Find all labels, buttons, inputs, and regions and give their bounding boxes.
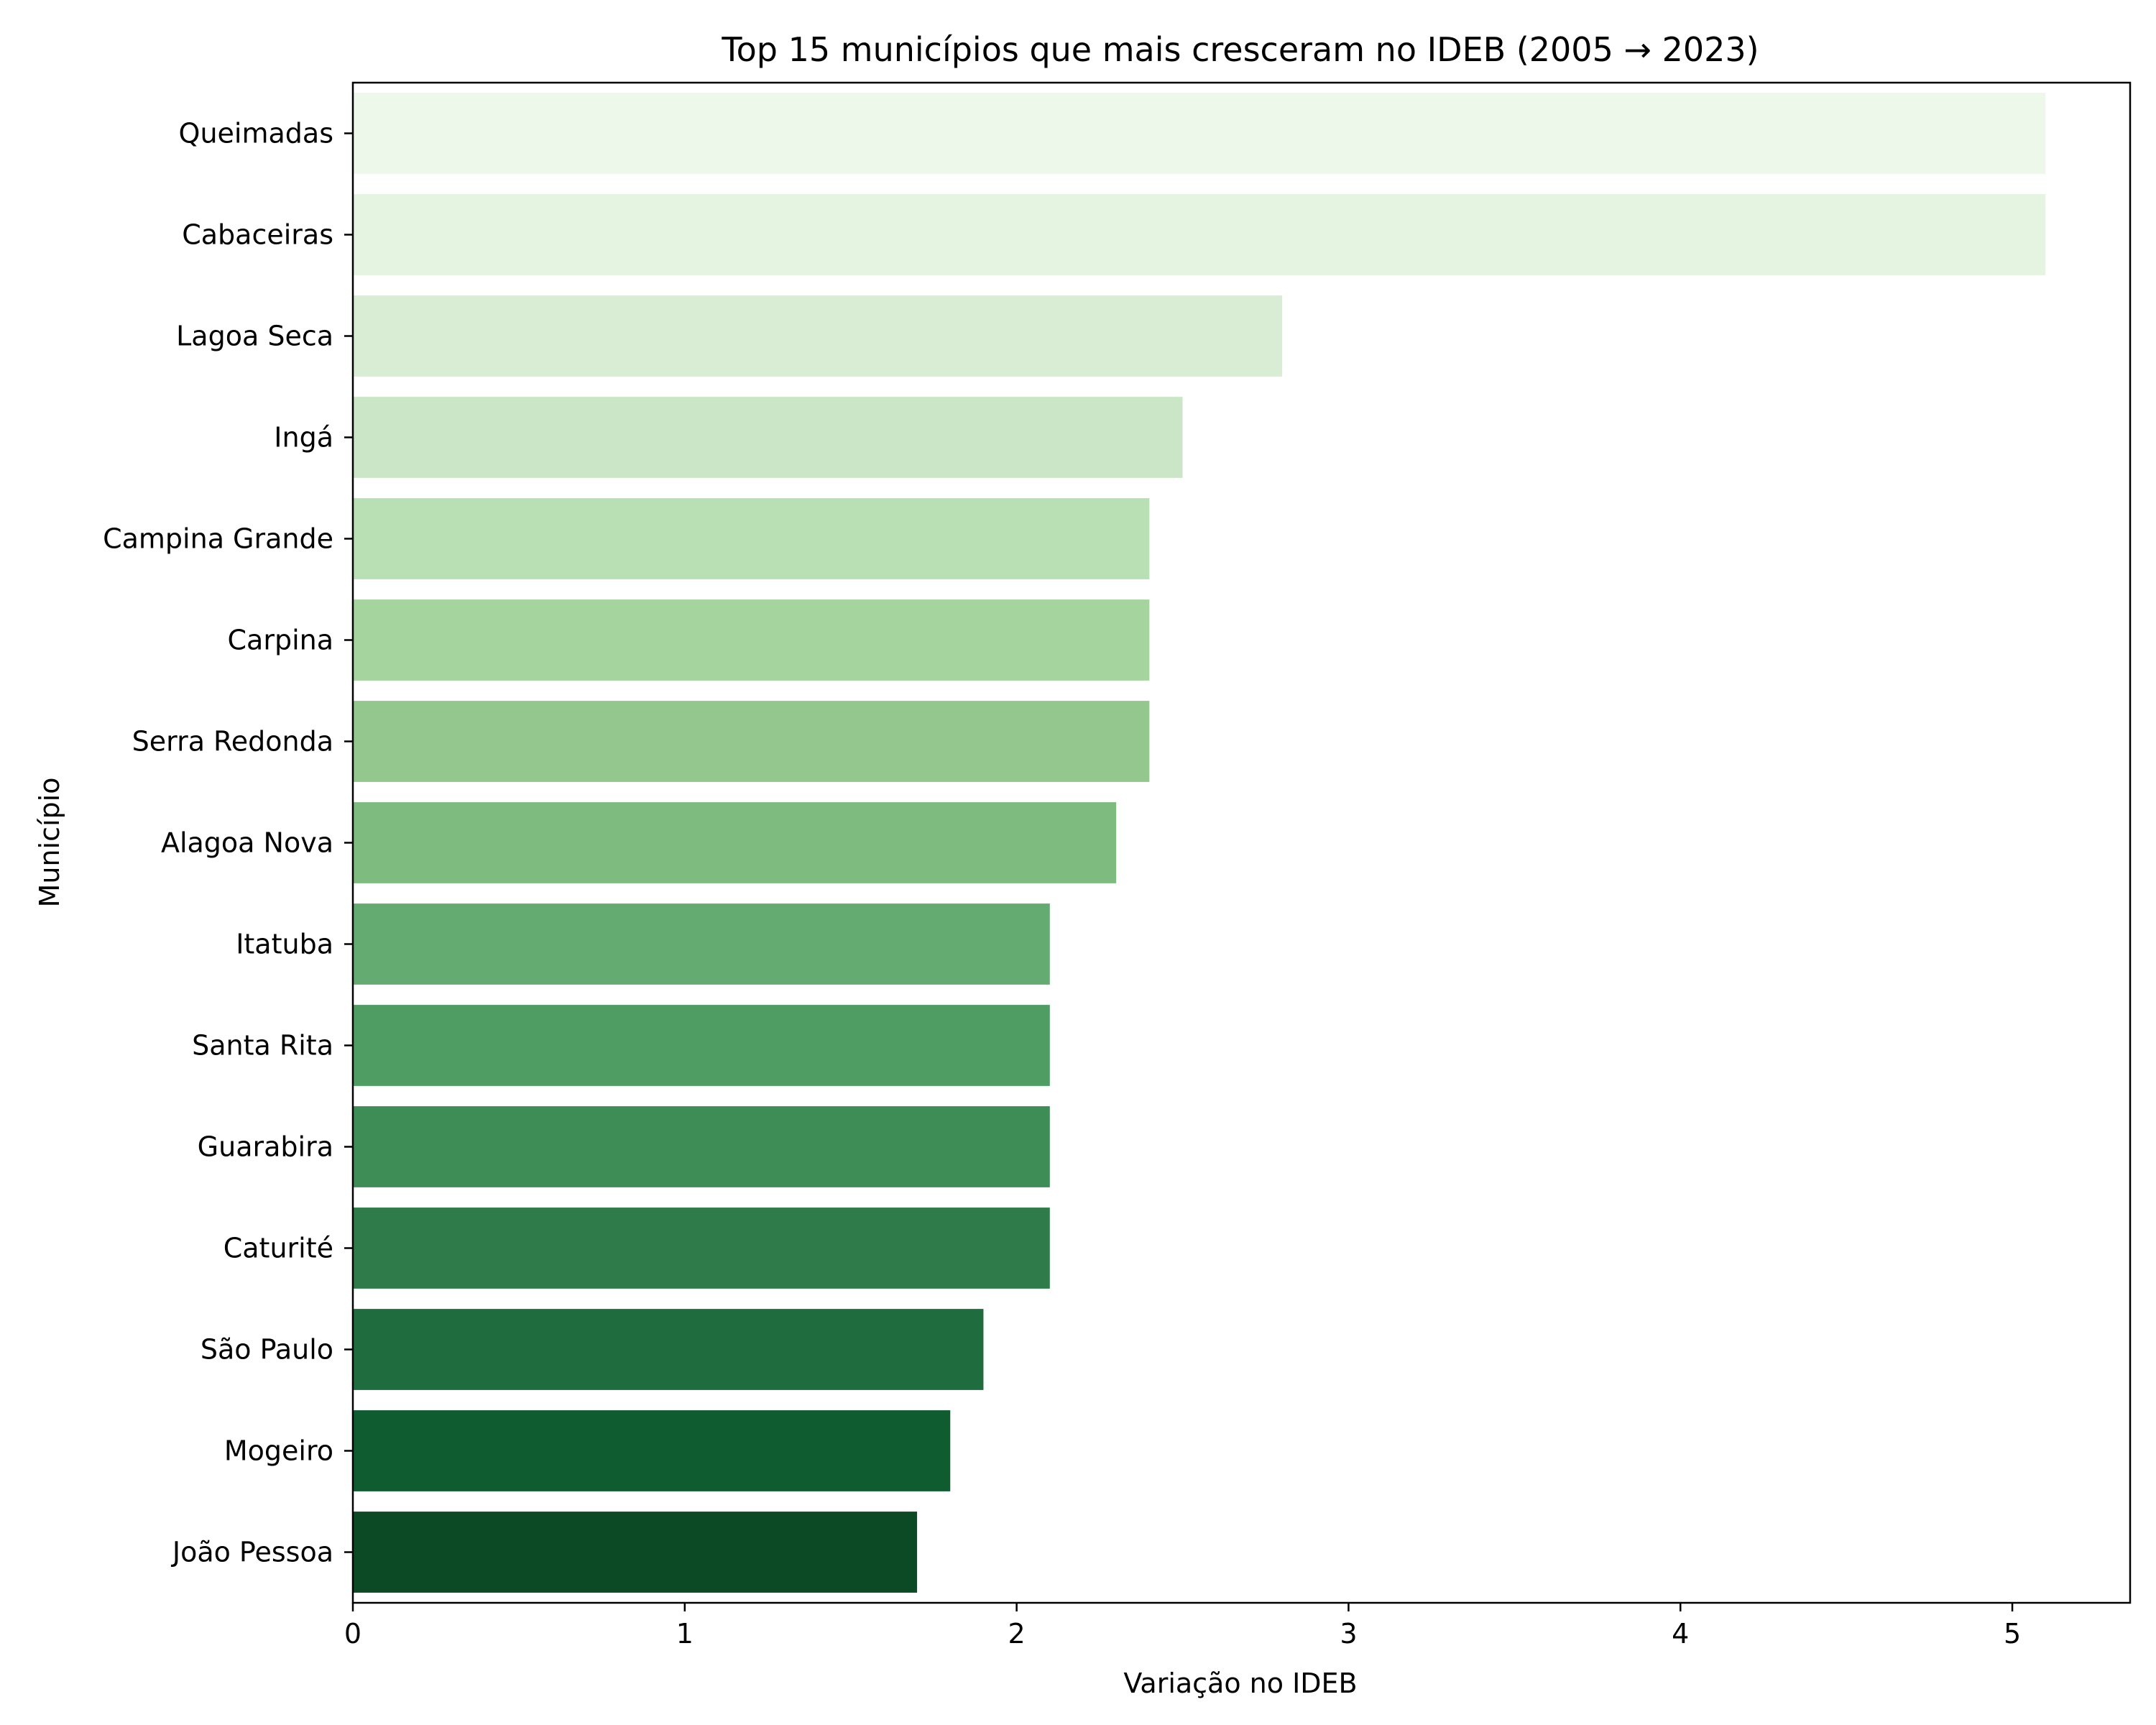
y-tick-label: Queimadas xyxy=(179,118,333,150)
bar xyxy=(353,1106,1050,1187)
y-axis-label: Município xyxy=(34,778,65,908)
bar xyxy=(353,1309,984,1390)
y-tick-label: Lagoa Seca xyxy=(176,321,333,352)
bar xyxy=(353,701,1150,782)
y-tick-label: Itatuba xyxy=(236,929,333,960)
y-tick-label: Campina Grande xyxy=(103,523,333,555)
plot-area: Queimadas Cabaceiras Lagoa Seca Ingá Campina… xyxy=(103,93,2046,1650)
bar xyxy=(353,599,1150,681)
y-tick-label: Cabaceiras xyxy=(182,219,333,251)
x-tick-label: 5 xyxy=(2004,1618,2021,1650)
bar xyxy=(353,1512,918,1593)
y-tick-label: Santa Rita xyxy=(192,1030,333,1062)
x-tick-label: 1 xyxy=(676,1618,694,1650)
y-tick-label: Caturité xyxy=(224,1233,333,1264)
bar xyxy=(353,802,1117,883)
bar xyxy=(353,498,1150,579)
axes-frame xyxy=(351,81,2132,1604)
y-tick-label: Carpina xyxy=(228,625,334,656)
y-tick-label: Alagoa Nova xyxy=(161,827,333,859)
bar xyxy=(353,1005,1050,1086)
y-tick-label: Ingá xyxy=(274,422,333,454)
x-tick-label: 2 xyxy=(1008,1618,1026,1650)
y-tick-label: Serra Redonda xyxy=(132,726,333,758)
y-tick-label: São Paulo xyxy=(201,1334,333,1366)
bar xyxy=(353,194,2046,275)
bar xyxy=(353,295,1283,377)
bar xyxy=(353,93,2046,174)
x-tick-label: 4 xyxy=(1672,1618,1689,1650)
chart-title: Top 15 municípios que mais cresceram no … xyxy=(721,30,1759,69)
y-tick-label: João Pessoa xyxy=(171,1537,333,1568)
y-tick-label: Mogeiro xyxy=(224,1435,333,1467)
x-tick-label: 3 xyxy=(1340,1618,1357,1650)
x-tick-label: 0 xyxy=(344,1618,361,1650)
y-tick-label: Guarabira xyxy=(198,1131,333,1163)
x-axis-label: Variação no IDEB xyxy=(1123,1668,1357,1699)
bar xyxy=(353,1410,951,1491)
bar xyxy=(353,1208,1050,1289)
bar xyxy=(353,903,1050,985)
bar xyxy=(353,397,1183,478)
